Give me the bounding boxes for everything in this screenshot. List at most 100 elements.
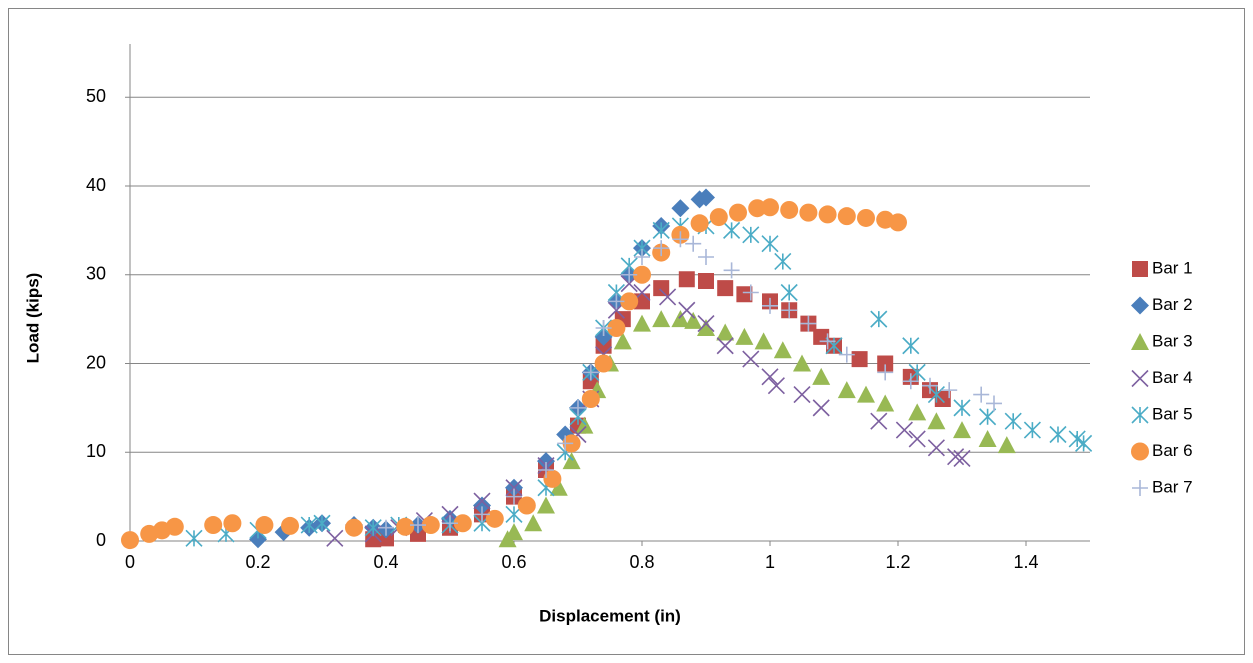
point	[620, 292, 639, 311]
point	[723, 221, 741, 239]
point	[812, 399, 830, 417]
y-axis-title: Load (kips)	[23, 273, 42, 364]
point	[709, 208, 728, 227]
point	[505, 523, 523, 541]
point	[837, 207, 856, 226]
legend-label: Bar 6	[1152, 441, 1193, 460]
x-tick-label: 0	[125, 552, 135, 572]
point	[396, 517, 415, 536]
point	[761, 368, 779, 386]
point	[671, 310, 690, 328]
legend-label: Bar 5	[1152, 404, 1193, 423]
point	[735, 327, 754, 345]
x-tick-label: 1.4	[1013, 552, 1038, 572]
point	[838, 346, 855, 363]
point	[953, 449, 971, 468]
point	[793, 385, 811, 404]
point	[754, 332, 773, 350]
point	[736, 286, 753, 303]
series	[498, 310, 1016, 548]
point	[742, 350, 760, 368]
point	[1075, 434, 1093, 452]
point	[505, 479, 523, 497]
point	[678, 271, 695, 288]
point	[165, 517, 184, 536]
x-tick-label: 0.4	[373, 552, 398, 572]
point	[762, 297, 778, 314]
legend-marker	[1132, 480, 1148, 496]
point	[851, 351, 868, 368]
y-tick-label: 40	[86, 175, 106, 195]
point	[997, 436, 1016, 454]
chart-border	[8, 8, 1245, 655]
point	[659, 288, 677, 306]
point	[1049, 425, 1067, 444]
point	[941, 382, 958, 399]
point	[716, 323, 735, 341]
point	[927, 439, 945, 457]
y-tick-label: 20	[86, 352, 106, 372]
point	[204, 516, 223, 535]
point	[877, 364, 894, 381]
legend-label: Bar 2	[1152, 295, 1193, 314]
point	[870, 310, 888, 328]
legend-label: Bar 7	[1152, 477, 1193, 496]
point	[653, 240, 670, 257]
point	[902, 373, 919, 390]
legend-marker	[1131, 296, 1149, 315]
point	[255, 516, 274, 535]
point	[537, 496, 555, 514]
point	[581, 390, 600, 408]
point	[575, 416, 594, 434]
legend-marker	[1132, 261, 1148, 277]
point	[421, 516, 440, 535]
y-tick-label: 50	[86, 86, 106, 106]
point	[474, 506, 490, 523]
point	[326, 529, 344, 547]
point	[895, 421, 913, 439]
x-tick-label: 1	[765, 552, 775, 572]
point	[506, 488, 522, 505]
point	[608, 293, 625, 310]
point	[857, 385, 875, 403]
point	[767, 377, 785, 395]
x-tick-label: 0.2	[245, 552, 270, 572]
point	[442, 515, 458, 532]
point	[908, 403, 927, 421]
x-tick-label: 0.6	[501, 552, 526, 572]
point	[818, 205, 837, 224]
point	[671, 199, 690, 218]
point	[549, 478, 568, 496]
point	[697, 188, 715, 207]
point	[837, 381, 856, 399]
point	[986, 395, 1002, 412]
point	[953, 421, 971, 439]
point	[582, 364, 599, 381]
point	[748, 199, 767, 218]
y-tick-label: 10	[86, 441, 106, 461]
point	[313, 514, 331, 532]
point	[678, 301, 696, 319]
point	[870, 412, 888, 430]
point	[485, 509, 504, 528]
point	[698, 249, 714, 265]
point	[570, 399, 586, 416]
point	[345, 518, 363, 537]
y-tick-label: 0	[96, 530, 106, 550]
point	[742, 226, 760, 244]
point	[780, 200, 799, 219]
legend-label: Bar 1	[1152, 258, 1193, 277]
point	[781, 302, 798, 319]
point	[378, 519, 394, 536]
point	[595, 320, 612, 336]
legend-marker	[1131, 442, 1149, 461]
point	[281, 516, 300, 535]
point	[537, 452, 555, 471]
point	[684, 311, 703, 329]
point	[410, 517, 426, 534]
x-tick-label: 0.8	[629, 552, 654, 572]
point	[825, 337, 843, 355]
point	[473, 492, 491, 510]
point	[800, 315, 817, 332]
